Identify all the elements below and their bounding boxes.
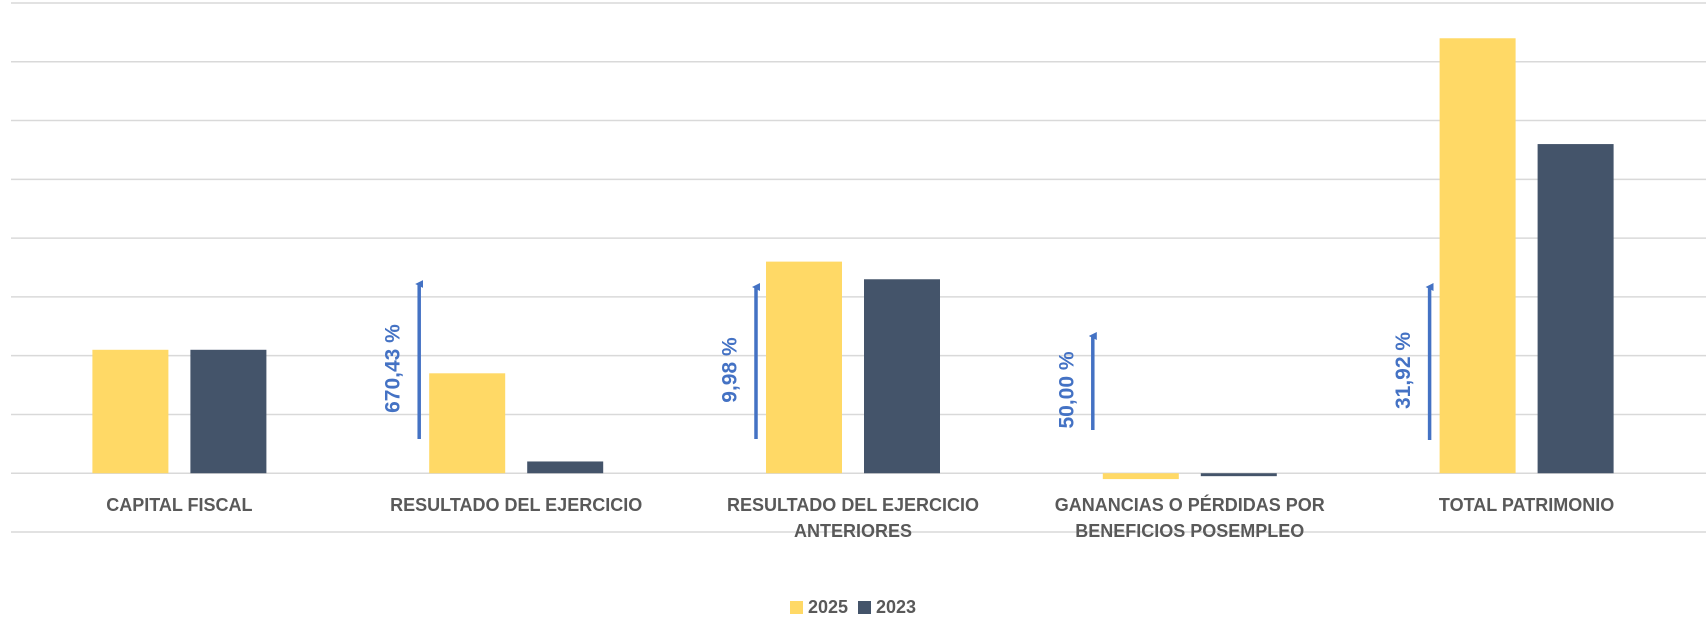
legend-label: 2025: [807, 597, 848, 617]
legend-label: 2023: [876, 597, 917, 617]
bar: [92, 349, 169, 474]
bar: [429, 373, 506, 474]
bar: [766, 261, 842, 474]
bar: [1102, 473, 1179, 480]
x-tick-label: CAPITAL FISCAL: [106, 495, 253, 515]
legend: 2025 2023: [0, 597, 1706, 619]
bar: [527, 461, 604, 474]
x-tick-label: RESULTADO DEL EJERCICIO ANTERIORES: [726, 495, 980, 541]
annotation: 50,00 %: [1055, 351, 1078, 428]
bar: [864, 279, 940, 474]
x-tick-label: TOTAL PATRIMONIO: [1438, 495, 1615, 515]
bar: [190, 349, 267, 474]
bar: [1200, 473, 1277, 477]
bar: [1439, 38, 1516, 474]
bar: [1537, 144, 1614, 474]
annotation: 31,92 %: [1392, 332, 1415, 409]
legend-item: 2025: [789, 597, 848, 618]
annotation: 670,43 %: [382, 324, 405, 413]
legend-swatch: [789, 601, 803, 614]
x-tick-label: GANANCIAS O PÉRDIDAS POR BENEFICIOS POSE…: [1054, 495, 1325, 541]
legend-item: 2023: [858, 597, 916, 618]
x-tick-label: RESULTADO DEL EJERCICIO: [390, 495, 643, 515]
annotation: 9,98 %: [719, 337, 742, 403]
legend-swatch: [858, 601, 871, 614]
